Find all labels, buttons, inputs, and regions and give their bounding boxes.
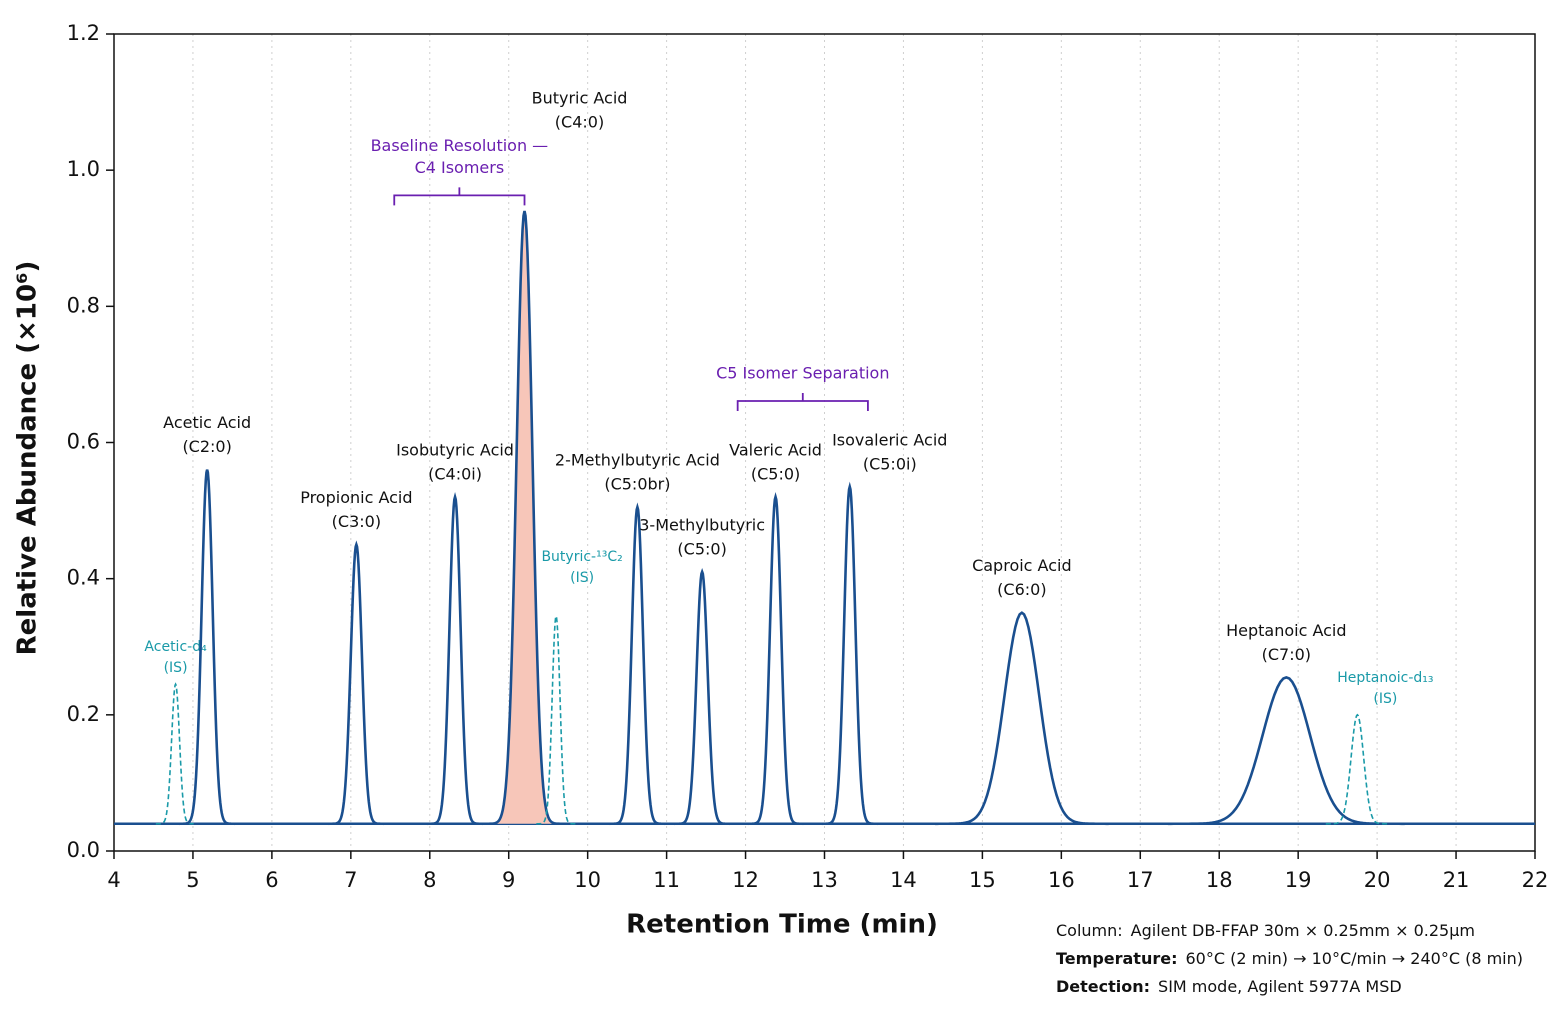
- note: Temperature: 60°C (2 min) → 10°C/min → 24…: [1056, 949, 1523, 968]
- peak-label: Heptanoic Acid: [1226, 621, 1346, 640]
- x-tick-label: 8: [423, 868, 436, 892]
- note-label: Column:: [1056, 921, 1123, 940]
- x-tick-label: 5: [186, 868, 199, 892]
- peak-label: (C4:0i): [428, 464, 482, 483]
- x-tick-label: 21: [1443, 868, 1470, 892]
- x-tick-label: 10: [574, 868, 601, 892]
- x-tick-label: 15: [969, 868, 996, 892]
- peak-label: Valeric Acid: [729, 440, 822, 459]
- x-tick-label: 4: [107, 868, 120, 892]
- y-tick-label: 1.0: [67, 157, 100, 181]
- x-tick-label: 14: [890, 868, 917, 892]
- peak-label: Butyric Acid: [532, 89, 628, 108]
- x-tick-label: 19: [1285, 868, 1312, 892]
- x-tick-label: 17: [1127, 868, 1154, 892]
- is-label: (IS): [570, 570, 594, 586]
- peak-label: (C5:0br): [604, 475, 670, 494]
- peak-label: (C2:0): [182, 437, 231, 456]
- annotation-text: C5 Isomer Separation: [716, 363, 889, 382]
- is-peak: [1325, 713, 1389, 825]
- y-tick-label: 1.2: [67, 21, 100, 45]
- x-tick-label: 16: [1048, 868, 1075, 892]
- y-tick-label: 0.8: [67, 293, 100, 317]
- peak-label: (C7:0): [1262, 645, 1311, 664]
- peak: [822, 481, 878, 826]
- bracket: [393, 187, 526, 206]
- note-text: Agilent DB-FFAP 30m × 0.25mm × 0.25μm: [1131, 921, 1475, 940]
- x-tick-label: 13: [811, 868, 838, 892]
- note: Column: Agilent DB-FFAP 30m × 0.25mm × 0.…: [1056, 921, 1475, 940]
- peak-label: (C4:0): [555, 113, 604, 132]
- note-text: 60°C (2 min) → 10°C/min → 240°C (8 min): [1185, 949, 1523, 968]
- bracket: [736, 392, 869, 411]
- peak-label: 2-Methylbutyric Acid: [555, 451, 720, 470]
- peak: [935, 611, 1109, 826]
- y-tick-label: 0.0: [67, 838, 100, 862]
- x-tick-label: 7: [344, 868, 357, 892]
- is-label: Heptanoic-d₁₃: [1337, 670, 1433, 686]
- peak: [674, 567, 730, 826]
- note: Detection: SIM mode, Agilent 5977A MSD: [1056, 977, 1402, 996]
- note-text: SIM mode, Agilent 5977A MSD: [1158, 977, 1402, 996]
- peak-label: Isovaleric Acid: [832, 430, 947, 449]
- annotation-text: C4 Isomers: [415, 158, 505, 177]
- peak-label: (C3:0): [332, 512, 381, 531]
- peak-label: (C5:0i): [863, 454, 917, 473]
- is-label: (IS): [164, 660, 188, 676]
- peak: [609, 502, 666, 826]
- y-tick-label: 0.2: [67, 702, 100, 726]
- y-tick-label: 0.4: [67, 566, 100, 590]
- peak: [179, 469, 235, 826]
- x-tick-label: 11: [653, 868, 680, 892]
- peak: [1167, 675, 1405, 826]
- is-label: (IS): [1373, 691, 1397, 707]
- peak-label: 3-Methylbutyric: [639, 515, 765, 534]
- note-label: Temperature:: [1056, 949, 1177, 968]
- peak-fill: [485, 211, 564, 824]
- peak: [328, 540, 385, 826]
- is-label: Acetic-d₄: [144, 639, 207, 655]
- x-axis-title: Retention Time (min): [626, 910, 938, 940]
- x-tick-label: 6: [265, 868, 278, 892]
- annotation-text: Baseline Resolution —: [371, 136, 549, 155]
- note-label: Detection:: [1056, 977, 1150, 996]
- x-tick-label: 12: [732, 868, 759, 892]
- peak-label: (C5:0): [751, 464, 800, 483]
- is-peak: [155, 682, 196, 825]
- x-tick-label: 20: [1364, 868, 1391, 892]
- x-tick-label: 18: [1206, 868, 1233, 892]
- peak-label: Acetic Acid: [163, 413, 251, 432]
- peak: [427, 492, 483, 826]
- y-axis-title: Relative Abundance (×10⁶): [13, 261, 43, 656]
- is-label: Butyric-¹³C₂: [541, 549, 622, 565]
- peak-label: Isobutyric Acid: [396, 440, 514, 459]
- peak-label: Propionic Acid: [300, 488, 412, 507]
- y-tick-label: 0.6: [67, 430, 100, 454]
- peak-label: Caproic Acid: [972, 556, 1072, 575]
- plot-frame: [113, 33, 1536, 852]
- peak-label: (C5:0): [677, 539, 726, 558]
- peak: [485, 210, 564, 826]
- x-tick-label: 9: [502, 868, 515, 892]
- peak-label: (C6:0): [997, 580, 1046, 599]
- x-tick-label: 22: [1522, 868, 1549, 892]
- peak: [747, 492, 804, 826]
